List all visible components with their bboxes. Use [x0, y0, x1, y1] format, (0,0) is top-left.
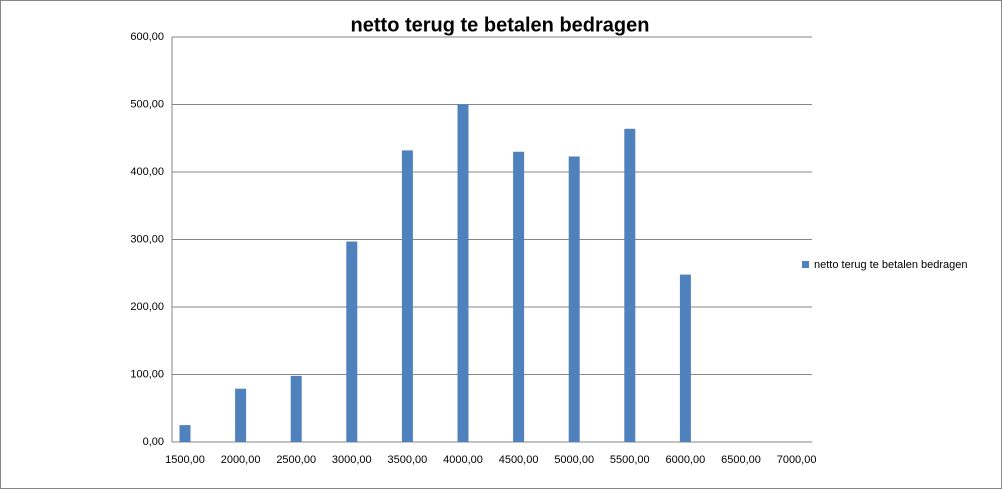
- bar: [290, 375, 302, 442]
- x-tick-label: 3500,00: [388, 454, 428, 466]
- x-tick-label: 4000,00: [443, 454, 483, 466]
- x-tick-label: 5500,00: [610, 454, 650, 466]
- bar: [346, 241, 358, 442]
- y-tick-label: 300,00: [130, 233, 164, 245]
- bar: [624, 128, 636, 443]
- y-tick-label: 600,00: [130, 31, 164, 43]
- bar: [179, 425, 191, 442]
- y-tick-label: 400,00: [130, 166, 164, 178]
- y-tick-label: 200,00: [130, 301, 164, 313]
- x-tick-label: 1500,00: [165, 454, 205, 466]
- bar: [568, 156, 580, 442]
- x-tick-label: 5000,00: [554, 454, 594, 466]
- bar: [235, 388, 247, 442]
- x-tick-label: 2500,00: [276, 454, 316, 466]
- x-tick-label: 4500,00: [499, 454, 539, 466]
- bar: [679, 274, 691, 442]
- chart-title: netto terug te betalen bedragen: [351, 14, 650, 36]
- x-tick-label: 6000,00: [666, 454, 706, 466]
- bar: [401, 150, 413, 442]
- x-tick-label: 6500,00: [721, 454, 761, 466]
- y-tick-label: 100,00: [130, 368, 164, 380]
- x-tick-label: 7000,00: [777, 454, 817, 466]
- bar: [457, 104, 469, 442]
- legend-label: netto terug te betalen bedragen: [814, 259, 968, 271]
- y-tick-label: 500,00: [130, 98, 164, 110]
- bar: [513, 151, 525, 442]
- y-tick-label: 0,00: [143, 436, 164, 448]
- x-tick-label: 3000,00: [332, 454, 372, 466]
- x-tick-label: 2000,00: [221, 454, 261, 466]
- legend-marker: [802, 261, 809, 268]
